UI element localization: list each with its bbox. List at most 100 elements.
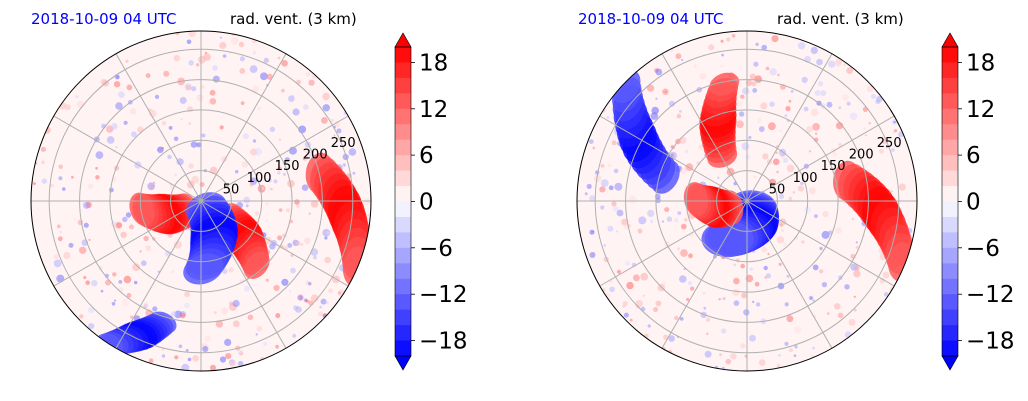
negative-speckle [812,346,815,350]
negative-speckle [244,285,250,292]
positive-velocity-region [709,72,740,96]
positive-speckle [161,146,165,150]
positive-speckle [653,307,659,312]
negative-speckle [779,129,782,132]
positive-speckle [657,284,665,292]
colorbar-segment [942,77,958,94]
positive-speckle [188,163,194,169]
positive-speckle [210,364,216,371]
negative-speckle [292,108,300,116]
colorbar-max-extend [941,32,959,48]
colorbar-tick-label: 18 [966,51,995,77]
negative-speckle [883,292,889,297]
negative-speckle [170,311,177,317]
positive-speckle [621,218,629,226]
positive-speckle [863,127,867,130]
positive-speckle [247,314,254,321]
negative-speckle [846,101,851,106]
positive-speckle [733,277,740,285]
colorbar-tick-label: 0 [966,190,981,216]
negative-speckle [661,220,665,223]
negative-speckle [173,136,179,142]
negative-speckle [249,65,258,73]
positive-speckle [286,208,290,213]
colorbar-segment [942,247,958,264]
colorbar-segment [395,186,411,202]
negative-speckle [786,274,790,278]
negative-speckle [584,192,588,196]
negative-speckle [625,260,631,266]
negative-speckle [655,197,661,204]
positive-speckle [59,230,62,234]
positive-speckle [300,243,304,246]
radial-tick-label: 200 [303,148,328,163]
colorbar-tick-label: −12 [419,282,468,308]
positive-speckle [788,196,793,201]
positive-speckle [305,72,311,77]
azimuth-spoke [599,115,748,202]
negative-speckle [808,150,812,153]
positive-speckle [341,164,344,168]
negative-speckle [263,57,269,63]
positive-speckle [769,178,777,186]
positive-speckle [49,183,54,188]
positive-speckle [180,312,186,319]
negative-speckle [778,193,785,200]
negative-speckle [896,144,899,148]
azimuth-spoke [115,53,202,202]
positive-speckle [786,164,795,173]
negative-speckle [721,328,727,334]
negative-speckle [196,142,202,148]
radial-tick-label: 50 [223,182,240,197]
negative-speckle [237,360,244,367]
positive-speckle [95,166,98,170]
positive-speckle [740,94,745,99]
positive-speckle [775,151,778,154]
negative-speckle [607,225,614,232]
negative-speckle [752,300,755,303]
azimuth-spoke [200,53,287,202]
positive-speckle [71,175,74,179]
negative-speckle [161,354,166,358]
negative-speckle [111,123,118,130]
negative-speckle [769,101,775,107]
negative-speckle [717,176,720,180]
positive-speckle [758,359,766,366]
colorbar-segment [942,186,958,202]
azimuth-spoke [746,200,895,287]
positive-speckle [228,267,234,273]
negative-speckle [589,252,596,258]
positive-speckle [281,60,288,67]
positive-speckle [771,35,779,43]
negative-speckle [738,111,745,117]
negative-speckle [670,153,674,157]
colorbar-segment [395,201,411,218]
negative-speckle [141,260,147,267]
positive-speckle [864,134,868,137]
positive-speckle [296,204,300,208]
positive-speckle [843,63,847,67]
positive-speckle [753,175,757,179]
negative-speckle [114,299,117,302]
colorbar-segment [395,294,411,311]
polar-grid [31,31,371,371]
negative-speckle [804,206,812,214]
positive-speckle [848,318,856,326]
negative-speckle [749,334,756,342]
positive-speckle [706,332,709,336]
positive-speckle [40,146,46,152]
positive-speckle [749,73,756,80]
negative-speckle [292,333,297,338]
colorbar-segment [942,309,958,326]
positive-speckle [741,292,747,299]
negative-speckle [201,133,206,138]
negative-speckle [784,302,789,307]
positive-speckle [879,278,886,284]
colorbar-tick-label: 6 [419,143,434,169]
colorbar-segment [942,108,958,125]
positive-speckle [629,318,633,322]
negative-speckle [616,209,624,217]
positive-speckle [213,311,217,315]
positive-speckle [161,120,167,126]
positive-speckle [209,89,216,96]
